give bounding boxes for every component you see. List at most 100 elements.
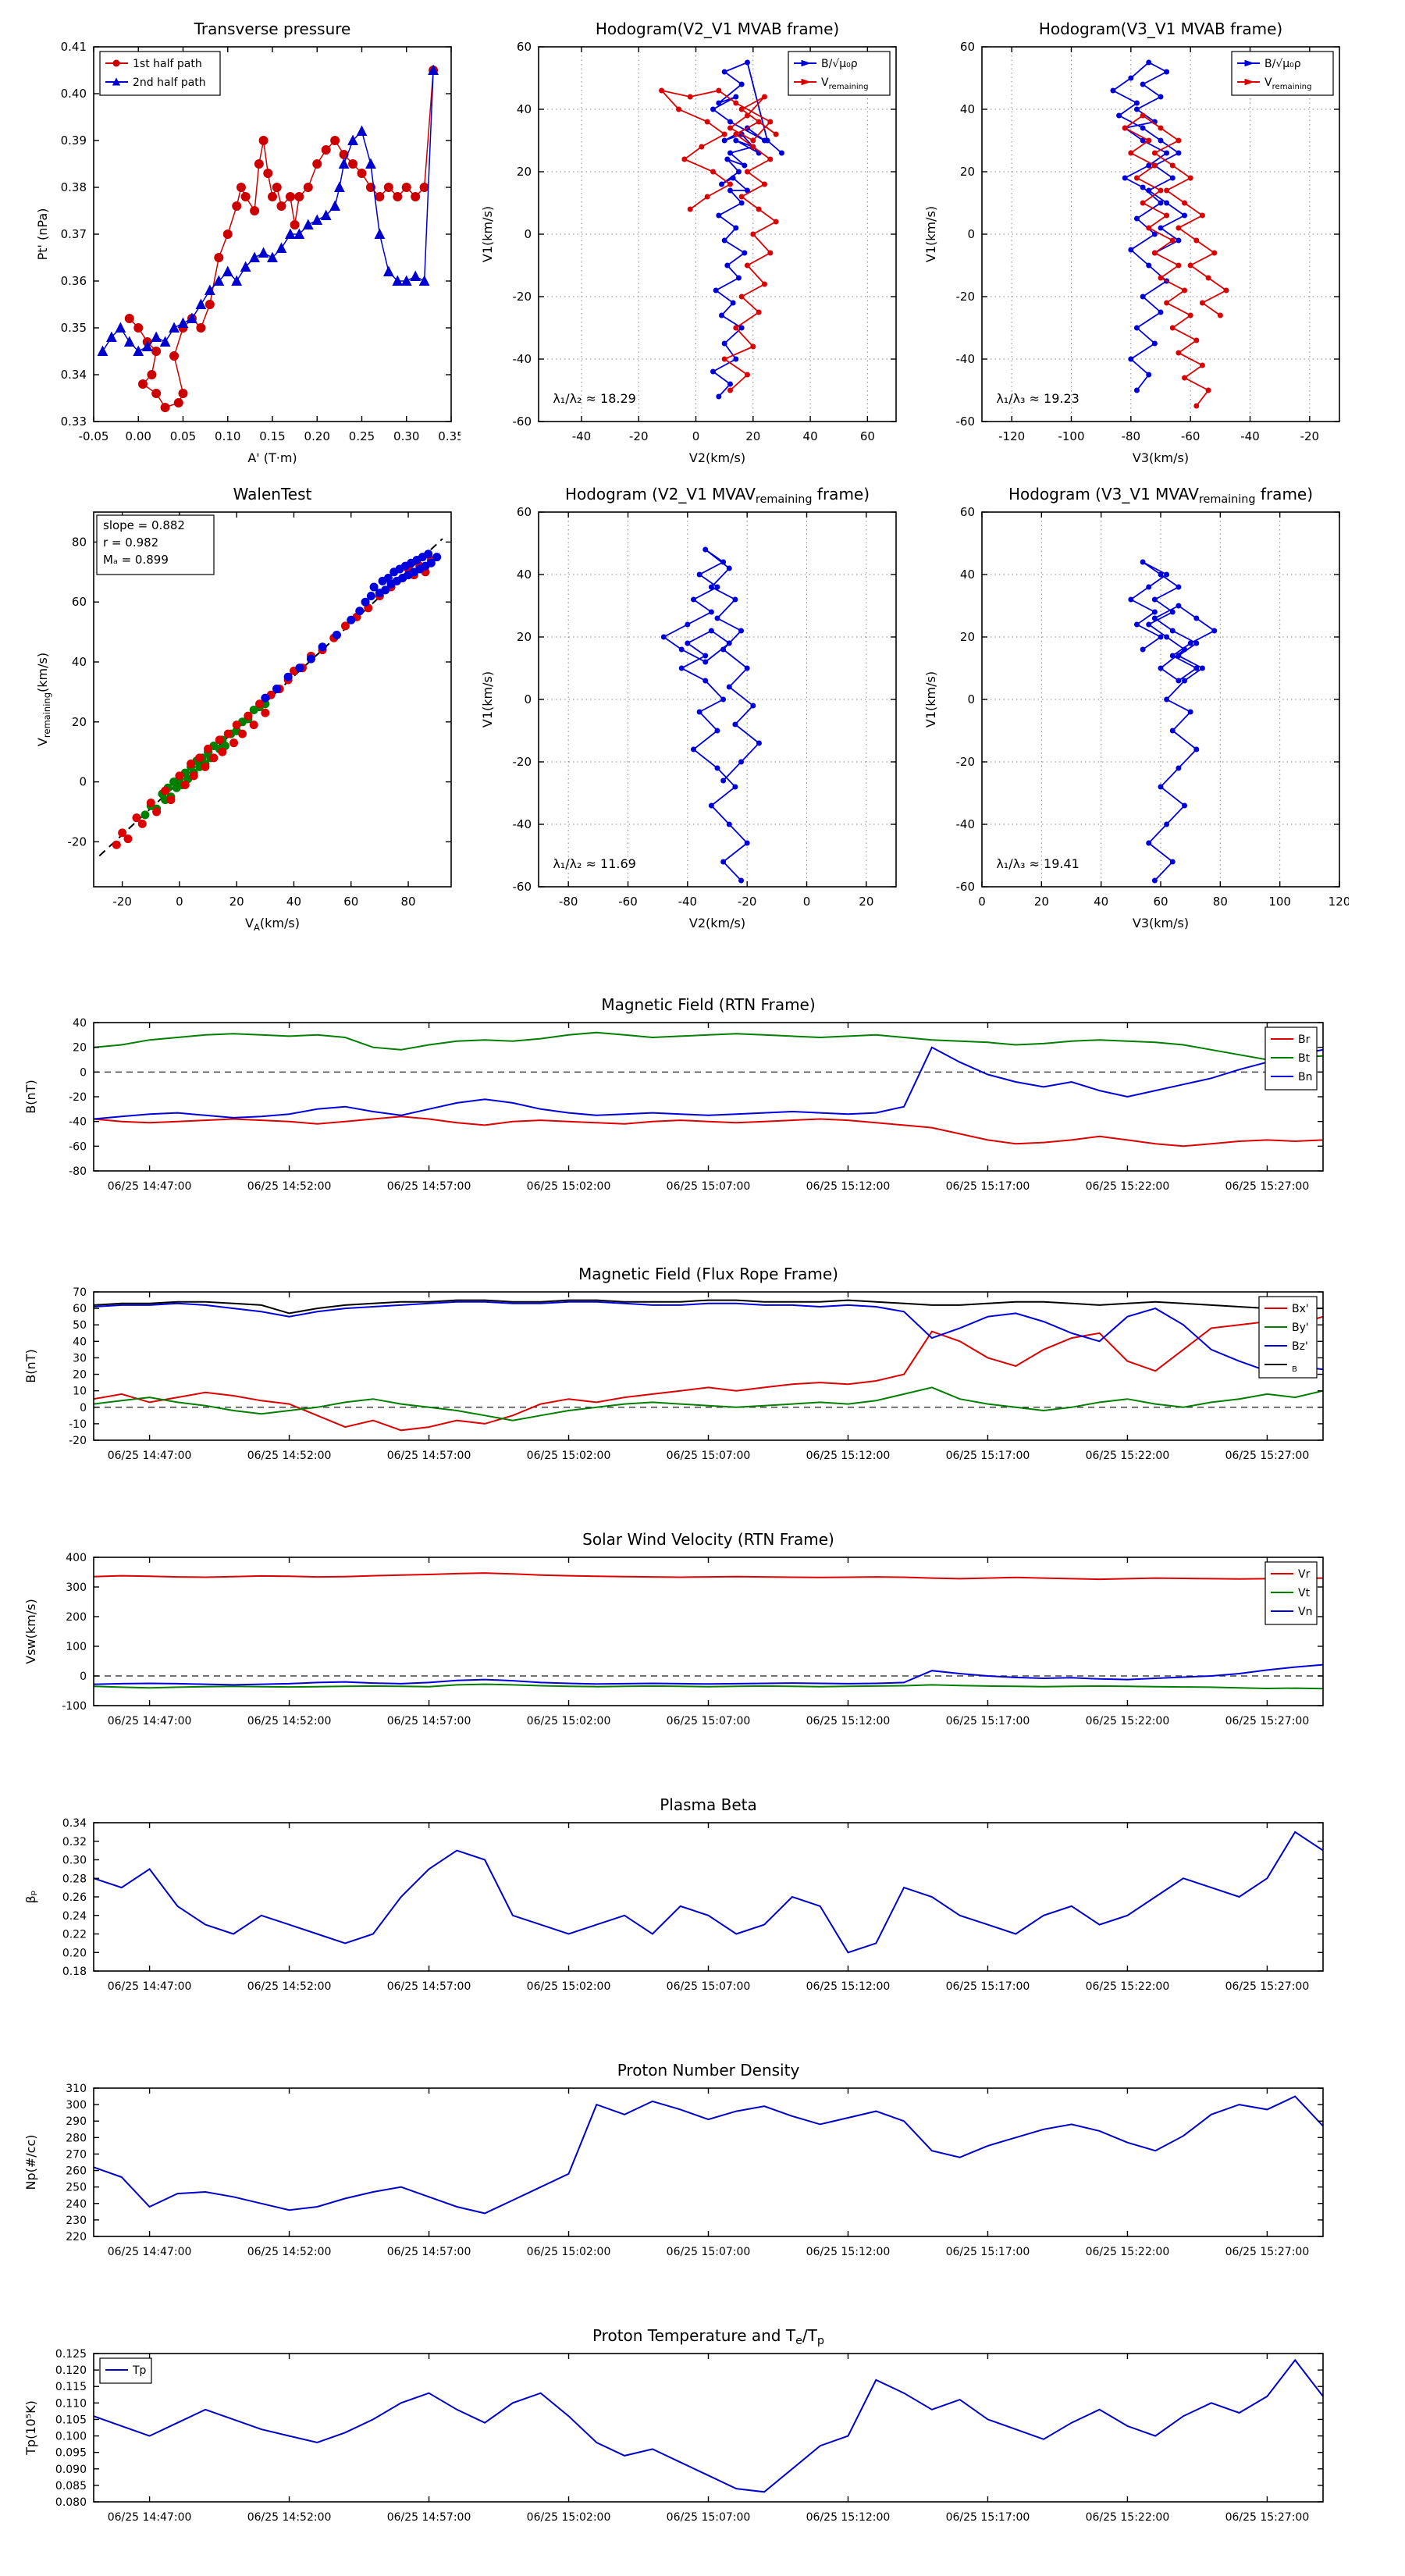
svg-text:Transverse pressure: Transverse pressure — [194, 20, 351, 38]
svg-text:20: 20 — [517, 630, 532, 644]
svg-text:230: 230 — [66, 2215, 87, 2227]
svg-text:06/25 15:12:00: 06/25 15:12:00 — [806, 2511, 891, 2524]
svg-text:-20: -20 — [956, 755, 976, 769]
svg-text:06/25 15:12:00: 06/25 15:12:00 — [806, 1715, 891, 1727]
svg-text:λ₁/λ₃ ≈ 19.41: λ₁/λ₃ ≈ 19.41 — [996, 856, 1080, 871]
svg-text:0.30: 0.30 — [62, 1855, 87, 1867]
svg-text:20: 20 — [73, 1042, 87, 1055]
svg-text:-80: -80 — [69, 1165, 87, 1178]
svg-text:06/25 15:12:00: 06/25 15:12:00 — [806, 1980, 891, 1993]
svg-text:0: 0 — [176, 895, 183, 909]
svg-text:0.05: 0.05 — [170, 429, 196, 443]
svg-text:B/√μ₀ρ: B/√μ₀ρ — [1264, 58, 1301, 70]
svg-text:06/25 15:27:00: 06/25 15:27:00 — [1225, 1715, 1310, 1727]
svg-text:280: 280 — [66, 2132, 87, 2144]
svg-text:06/25 15:22:00: 06/25 15:22:00 — [1086, 1450, 1170, 1462]
svg-text:270: 270 — [66, 2148, 87, 2161]
chart-hodogram-v2v1-mvav: -80 -60 -40 -20 0 20 -60 -40 -20 0 20 40 60 Hodogram … — [468, 473, 905, 941]
svg-text:Vremaining: Vremaining — [821, 76, 868, 91]
svg-text:0.26: 0.26 — [62, 1891, 87, 1904]
svg-text:40: 40 — [803, 429, 818, 443]
svg-text:06/25 14:57:00: 06/25 14:57:00 — [387, 1180, 471, 1193]
svg-text:40: 40 — [73, 1336, 87, 1348]
svg-text:λ₁/λ₂ ≈ 18.29: λ₁/λ₂ ≈ 18.29 — [553, 391, 636, 406]
svg-text:60: 60 — [517, 505, 532, 519]
svg-text:B/√μ₀ρ: B/√μ₀ρ — [821, 58, 858, 70]
svg-text:40: 40 — [517, 102, 532, 116]
svg-text:Tp(10⁵K): Tp(10⁵K) — [23, 2400, 38, 2456]
svg-text:0.18: 0.18 — [62, 1966, 87, 1978]
svg-text:06/25 14:57:00: 06/25 14:57:00 — [387, 1980, 471, 1993]
svg-text:20: 20 — [517, 165, 532, 179]
svg-text:40: 40 — [517, 568, 532, 582]
svg-text:Magnetic Field (Flux Rope Fram: Magnetic Field (Flux Rope Frame) — [578, 1265, 838, 1283]
svg-text:V1(km/s): V1(km/s) — [923, 671, 938, 728]
svg-text:0.00: 0.00 — [126, 429, 151, 443]
svg-text:06/25 14:52:00: 06/25 14:52:00 — [247, 1180, 332, 1193]
svg-text:-40: -40 — [956, 352, 976, 366]
svg-text:06/25 15:22:00: 06/25 15:22:00 — [1086, 1980, 1170, 1993]
svg-text:260: 260 — [66, 2165, 87, 2178]
svg-text:Bn: Bn — [1298, 1071, 1312, 1083]
svg-text:0.25: 0.25 — [349, 429, 375, 443]
svg-text:-40: -40 — [678, 895, 698, 909]
svg-text:40: 40 — [960, 568, 975, 582]
svg-text:06/25 15:12:00: 06/25 15:12:00 — [806, 2246, 891, 2258]
svg-text:06/25 15:17:00: 06/25 15:17:00 — [946, 1715, 1030, 1727]
svg-text:06/25 15:17:00: 06/25 15:17:00 — [946, 2511, 1030, 2524]
svg-text:0: 0 — [80, 1402, 87, 1414]
svg-text:0.35: 0.35 — [61, 321, 87, 335]
svg-text:-20: -20 — [956, 290, 976, 304]
svg-text:slope = 0.882: slope = 0.882 — [103, 518, 185, 532]
svg-text:300: 300 — [66, 1582, 87, 1594]
svg-text:0: 0 — [803, 895, 811, 909]
svg-text:-20: -20 — [629, 429, 649, 443]
svg-text:λ₁/λ₃ ≈ 19.23: λ₁/λ₃ ≈ 19.23 — [996, 391, 1080, 406]
svg-text:B(nT): B(nT) — [23, 1349, 38, 1382]
svg-text:0: 0 — [978, 895, 986, 909]
svg-text:200: 200 — [66, 1611, 87, 1624]
svg-text:06/25 14:57:00: 06/25 14:57:00 — [387, 2246, 471, 2258]
svg-text:-120: -120 — [998, 429, 1025, 443]
svg-text:06/25 15:27:00: 06/25 15:27:00 — [1225, 2511, 1310, 2524]
svg-text:B: B — [1292, 1365, 1297, 1374]
svg-text:-20: -20 — [112, 895, 132, 909]
svg-text:Vremaining(km/s): Vremaining(km/s) — [35, 653, 52, 746]
svg-text:06/25 14:47:00: 06/25 14:47:00 — [108, 2511, 192, 2524]
svg-text:40: 40 — [960, 102, 975, 116]
svg-text:250: 250 — [66, 2182, 87, 2194]
svg-text:-40: -40 — [69, 1116, 87, 1129]
svg-text:0.085: 0.085 — [55, 2480, 87, 2492]
svg-text:06/25 15:27:00: 06/25 15:27:00 — [1225, 1180, 1310, 1193]
svg-text:0.105: 0.105 — [55, 2414, 87, 2426]
svg-text:0: 0 — [524, 692, 532, 706]
chart-plasma-beta: 06/25 14:47:00 06/25 14:52:00 06/25 14:57:… — [0, 1788, 1405, 2006]
svg-text:06/25 15:27:00: 06/25 15:27:00 — [1225, 2246, 1310, 2258]
svg-text:-60: -60 — [69, 1140, 87, 1153]
svg-text:Vremaining: Vremaining — [1264, 76, 1311, 91]
svg-text:0.080: 0.080 — [55, 2496, 87, 2509]
svg-text:λ₁/λ₂ ≈ 11.69: λ₁/λ₂ ≈ 11.69 — [553, 856, 636, 871]
svg-text:06/25 14:57:00: 06/25 14:57:00 — [387, 1450, 471, 1462]
svg-text:80: 80 — [400, 895, 415, 909]
svg-text:06/25 15:07:00: 06/25 15:07:00 — [667, 1715, 751, 1727]
svg-text:V3(km/s): V3(km/s) — [1133, 450, 1189, 465]
svg-text:06/25 15:02:00: 06/25 15:02:00 — [527, 1450, 611, 1462]
svg-text:40: 40 — [1094, 895, 1108, 909]
svg-text:06/25 15:07:00: 06/25 15:07:00 — [667, 1980, 751, 1993]
svg-text:-100: -100 — [62, 1700, 87, 1713]
svg-text:0.36: 0.36 — [61, 274, 87, 288]
svg-text:60: 60 — [960, 40, 975, 54]
svg-text:Magnetic Field (RTN Frame): Magnetic Field (RTN Frame) — [601, 995, 815, 1014]
svg-text:100: 100 — [66, 1641, 87, 1653]
svg-text:20: 20 — [745, 429, 760, 443]
svg-text:WalenTest: WalenTest — [233, 485, 312, 503]
svg-text:290: 290 — [66, 2115, 87, 2128]
svg-text:Vt: Vt — [1298, 1587, 1311, 1599]
svg-text:0.39: 0.39 — [61, 133, 87, 148]
svg-text:Bz': Bz' — [1292, 1340, 1308, 1353]
chart-hodogram-v3v1-mvab: -120 -100 -80 -60 -40 -20 -60 -40 -20 0 20 40 60 Hodo… — [912, 8, 1349, 476]
svg-text:-60: -60 — [956, 415, 976, 429]
svg-text:Proton Temperature and Te/Tp: Proton Temperature and Te/Tp — [592, 2326, 824, 2347]
svg-text:80: 80 — [1213, 895, 1228, 909]
